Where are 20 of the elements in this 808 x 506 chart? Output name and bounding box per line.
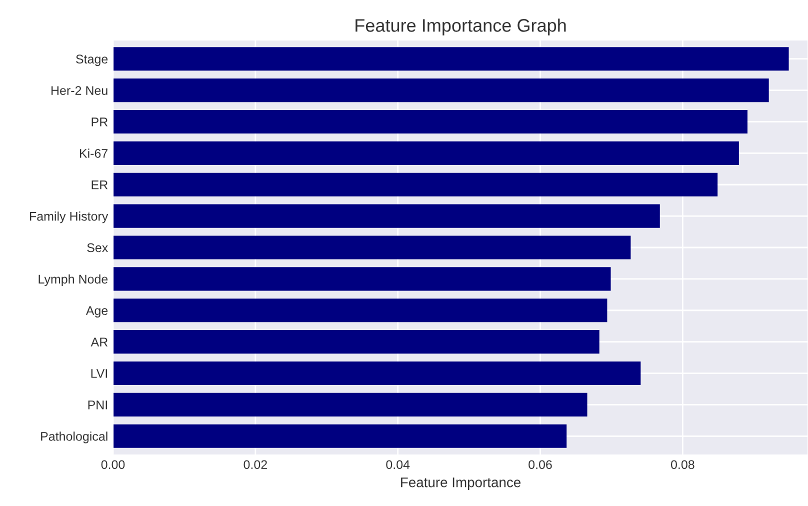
y-tick-label: Ki-67 — [80, 148, 108, 158]
y-tick-label: Pathological — [41, 432, 108, 444]
y-tick-label: Stage — [76, 54, 108, 66]
y-tick-label: Her-2 Neu — [52, 86, 108, 95]
x-tick-label: 0.02 — [244, 460, 267, 470]
x-axis-title: Feature Importance — [401, 478, 520, 490]
y-tick-label: Age — [86, 306, 108, 318]
x-tick-label: 0.04 — [386, 460, 410, 470]
y-tick-label: Sex — [87, 243, 108, 252]
x-tick-label: 0.08 — [670, 460, 694, 470]
y-tick-label: ER — [92, 180, 108, 190]
y-tick-label: Lymph Node — [38, 274, 108, 286]
x-tick-label: 0.06 — [528, 460, 552, 470]
y-tick-label: AR — [90, 338, 108, 346]
y-tick-label: Family History — [30, 212, 108, 224]
chart-title: Feature Importance Graph — [356, 18, 566, 36]
x-tick-label: 0.00 — [101, 460, 125, 470]
y-tick-label: LVI — [91, 369, 107, 378]
y-tick-label: PNI — [88, 400, 107, 410]
y-tick-label: PR — [92, 118, 108, 126]
